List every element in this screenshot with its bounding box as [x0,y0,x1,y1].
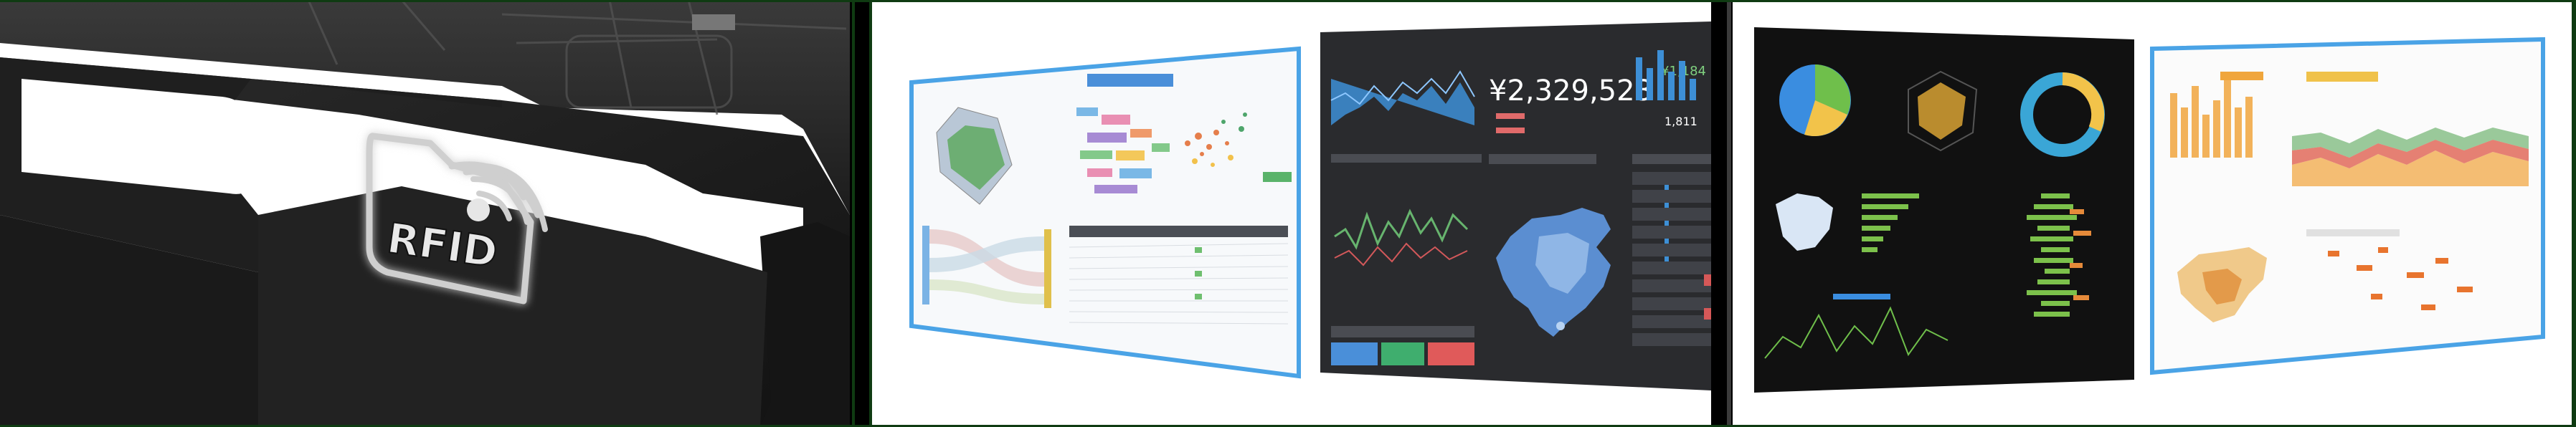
black-dashboard [1754,27,2134,393]
panel-divider [1727,0,1731,427]
dashboard-collage-1: ¥2,329,523 ¥1,184 1,811 [872,0,1711,427]
light-dashboard-2 [2150,37,2545,375]
frame-line-top [0,0,2576,2]
dark-dashboard: ¥2,329,523 ¥1,184 1,811 [1320,21,1711,390]
light-dashboard [909,46,1301,379]
dashboard-collage-2 [1733,0,2576,427]
panel-divider [852,0,855,427]
panel-divider [869,0,872,427]
revenue-value: ¥2,329,523 [1489,75,1653,107]
side-value-2: 1,811 [1665,115,1697,128]
rfid-pallet-photo: RFID [0,0,850,427]
frame-line-bottom [0,425,2576,427]
